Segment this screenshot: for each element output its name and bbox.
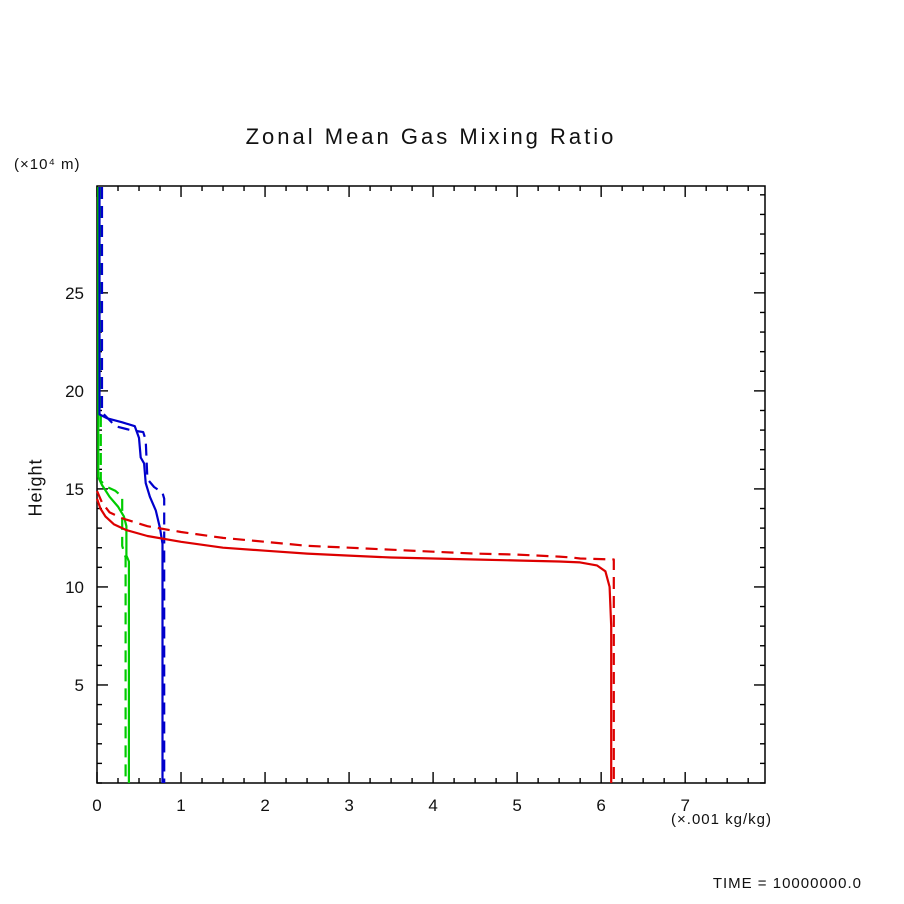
x-tick-label: 3	[344, 796, 353, 815]
x-tick-label: 0	[92, 796, 101, 815]
y-tick-label: 15	[65, 480, 84, 499]
x-tick-label: 7	[680, 796, 689, 815]
plot-frame	[96, 185, 766, 784]
green-dashed-line	[99, 187, 127, 783]
y-tick-label: 5	[75, 676, 84, 695]
y-axis-units-label: (×10⁴ m)	[14, 156, 81, 173]
y-tick-label: 25	[65, 284, 84, 303]
x-tick-label: 1	[176, 796, 185, 815]
y-tick-label: 10	[65, 578, 84, 597]
x-tick-label: 5	[512, 796, 521, 815]
chart-title: Zonal Mean Gas Mixing Ratio	[245, 124, 617, 149]
x-tick-label: 6	[596, 796, 605, 815]
x-axis-units-label: (×.001 kg/kg)	[671, 811, 772, 828]
x-tick-label: 4	[428, 796, 437, 815]
y-tick-label: 20	[65, 382, 84, 401]
blue-dashed-line	[100, 187, 166, 783]
y-axis-label: Height	[25, 458, 46, 517]
green-solid-line	[97, 187, 130, 783]
red-solid-line	[95, 498, 613, 783]
x-tick-label: 2	[260, 796, 269, 815]
red-dashed-line	[95, 490, 615, 783]
time-annotation: TIME = 10000000.0	[712, 875, 862, 892]
